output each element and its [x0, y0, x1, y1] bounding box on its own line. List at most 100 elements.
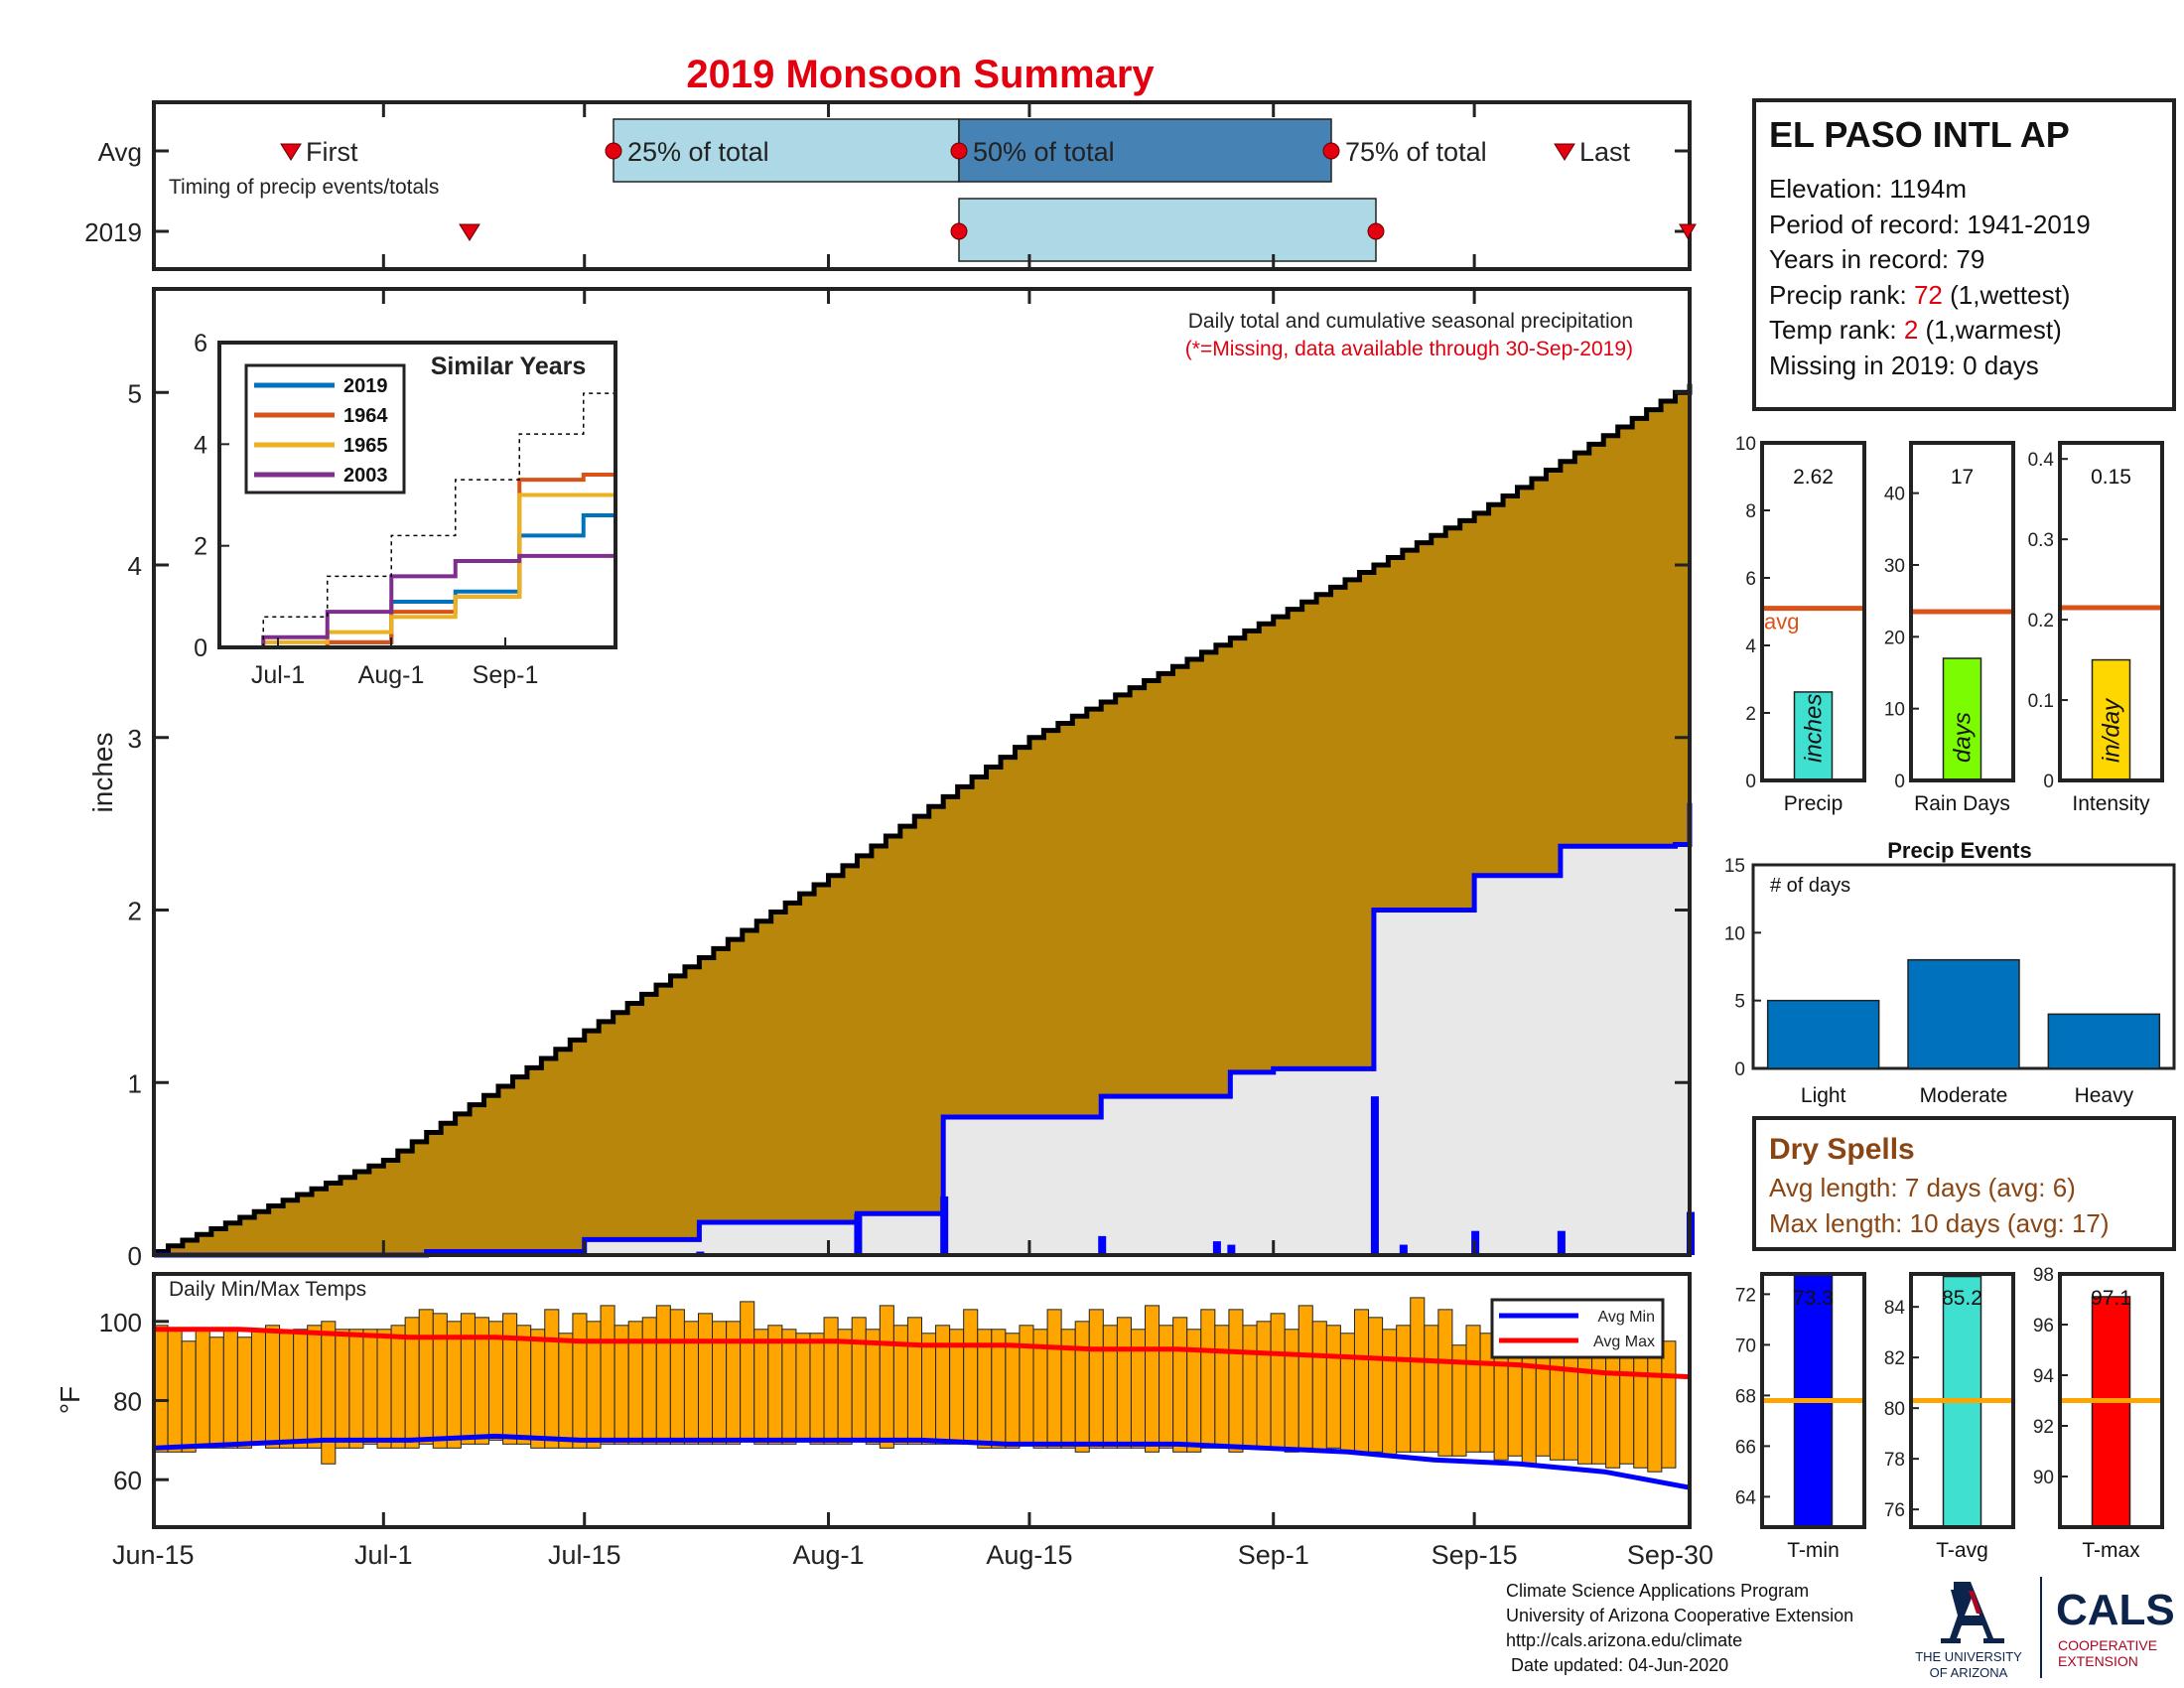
temp-range-bar [1339, 1333, 1355, 1453]
avg-q25-label: 25% of total [627, 137, 769, 167]
mini-y-tick-label: 4 [1745, 636, 1756, 657]
temp-range-bar [530, 1329, 546, 1449]
temp-range-bar [544, 1309, 560, 1449]
temp-stat-panel-0: 73.3 64 66 68 70 72 T-min [1735, 1272, 1866, 1562]
temp-range-bar [390, 1325, 406, 1449]
temp-range-bar [655, 1305, 671, 1445]
temp-x-tick-label: Sep-15 [1432, 1540, 1518, 1570]
block-a-icon [1941, 1582, 2004, 1643]
avg-cumulative-area [154, 383, 1690, 1255]
inset-legend-label: 1965 [343, 435, 388, 457]
inset-title: Similar Years [431, 352, 587, 380]
y2019-q75-marker [1367, 222, 1385, 240]
mini-y-tick-label: 64 [1735, 1487, 1757, 1508]
station-precip-rank: Precip rank: 72 (1,wettest) [1769, 280, 2070, 310]
temp-x-axis: Jun-15 Jul-1 Jul-15 Aug-1 Aug-15 Sep-1 Sep-15 S… [112, 1512, 1713, 1570]
avg-cumulative-step-line [154, 383, 1693, 1255]
cals-logo: CALS COOPERATIVE EXTENSION [2056, 1586, 2175, 1669]
precip-events-panel: Precip Events Light Moderate Heavy 051015 … [1724, 838, 2176, 1107]
precip-y-tick-label: 0 [128, 1241, 142, 1271]
temp-range-bar [963, 1309, 979, 1445]
mini-panel-name: Intensity [2072, 792, 2150, 815]
temp-range-bar [1661, 1340, 1677, 1469]
station-name: EL PASO INTL AP [1769, 114, 2070, 155]
temp-range-bar [600, 1305, 615, 1445]
temp-x-tick-label: Jul-1 [354, 1540, 413, 1570]
temp-range-bar [1046, 1309, 1062, 1449]
temp-range-bar [1005, 1333, 1021, 1449]
temp-range-bar [697, 1313, 714, 1445]
temp-y-tick-label: 80 [113, 1387, 142, 1417]
ua-logo-line-2: OF ARIZONA [1930, 1665, 2008, 1680]
temp-range-bar [1214, 1325, 1230, 1449]
precip-rank-value: 72 [1914, 280, 1943, 310]
temp-y-tick-label: 60 [113, 1466, 142, 1495]
mini-y-tick-label: 0 [1894, 772, 1905, 792]
inset-y-tick-label: 2 [194, 533, 207, 561]
temp-range-bar [250, 1329, 267, 1445]
precip-y-axis: 0 1 2 3 4 5 [128, 378, 1690, 1271]
block-a-accent-icon [1969, 1591, 1981, 1614]
dry-spells-avg-length: Avg length: 7 days (avg: 6) [1769, 1173, 2076, 1202]
mini-y-tick-label: 78 [1884, 1450, 1905, 1471]
avg-first-label: First [306, 137, 358, 167]
precip-x-ticks [152, 289, 1692, 1255]
stat-panel-0: avg inches 2.62 0 2 4 6 8 10 Precip [1735, 434, 1866, 815]
temp-range-bar [1242, 1325, 1258, 1449]
temp-range-bar [208, 1336, 224, 1449]
temp-range-bar [153, 1325, 169, 1453]
temp-x-tick-label: Jun-15 [112, 1540, 195, 1570]
precip-y-tick-label: 1 [128, 1068, 142, 1098]
university-of-arizona-logo: THE UNIVERSITY OF ARIZONA [1915, 1582, 2022, 1680]
events-y-axis: 0 5 10 15 [1724, 856, 1761, 1080]
temp-range-bar [837, 1329, 853, 1445]
inset-x-tick-label: Sep-1 [473, 661, 539, 689]
mini-y-tick-label: 6 [1745, 569, 1756, 590]
temp-range-bar [279, 1333, 295, 1449]
mini-y-tick-label: 82 [1884, 1348, 1905, 1369]
temp-range-bar [222, 1329, 238, 1449]
mini-y-tick-label: 0.3 [2028, 530, 2054, 551]
inset-series-lines [231, 392, 615, 649]
avg-last-label: Last [1579, 137, 1631, 167]
mini-unit-label: in/day [2099, 697, 2125, 763]
station-box-frame [1752, 98, 2176, 411]
inset-x-tick-label: Jul-1 [251, 661, 305, 689]
temp-range-bar [1116, 1317, 1132, 1449]
temp-range-bar [1256, 1321, 1272, 1449]
daily-precip-bar [1098, 1235, 1107, 1255]
timing-2019-q50-q75-box [958, 198, 1377, 262]
temp-y-axis: 60 80 100 [99, 1308, 169, 1495]
temp-range-bar [1102, 1325, 1118, 1449]
temp-range-bar [1368, 1317, 1384, 1453]
dry-spells-title: Dry Spells [1769, 1133, 1915, 1166]
cals-cooperative: COOPERATIVE [2058, 1637, 2157, 1653]
temp-range-bar [1019, 1325, 1034, 1445]
temp-range-bar [1353, 1309, 1370, 1453]
events-y-tick-label: 15 [1724, 856, 1745, 877]
avg-q75-marker [1322, 142, 1340, 160]
avg-first-marker [280, 143, 302, 161]
mini-panel-name: T-min [1787, 1539, 1840, 1562]
temp-range-bar [1088, 1309, 1104, 1449]
temp-rank-label: Temp rank: [1769, 315, 1904, 345]
daily-precip-bar [1370, 1096, 1379, 1255]
y2019-cumulative-area [154, 802, 1690, 1255]
mini-y-tick-label: 30 [1884, 556, 1905, 577]
temp-range-bar [1297, 1305, 1313, 1449]
daily-precip-bar [1399, 1244, 1408, 1255]
precip-rank-note: (1,wettest) [1943, 280, 2071, 310]
daily-precip-bar [1227, 1244, 1236, 1255]
temp-range-bar [1200, 1309, 1216, 1449]
temp-panel-title: Daily Min/Max Temps [169, 1278, 366, 1301]
mini-unit-label: inches [1801, 694, 1828, 763]
mini-value-label: 85.2 [1942, 1287, 1982, 1310]
temp-range-bar [376, 1329, 392, 1449]
mini-value-label: 73.3 [1793, 1287, 1834, 1310]
temp-range-bar [307, 1325, 323, 1449]
station-info-box: EL PASO INTL AP Elevation: 1194m Period … [1752, 98, 2176, 411]
mini-panel-frame [1760, 441, 1866, 782]
temperature-panel: 60 80 100 Jun-15 Jul-1 Jul-15 Aug-1 Aug-15 Sep-… [55, 1272, 1713, 1570]
mini-y-tick-label: 40 [1884, 485, 1905, 505]
mini-panel-frame [2058, 1272, 2164, 1529]
